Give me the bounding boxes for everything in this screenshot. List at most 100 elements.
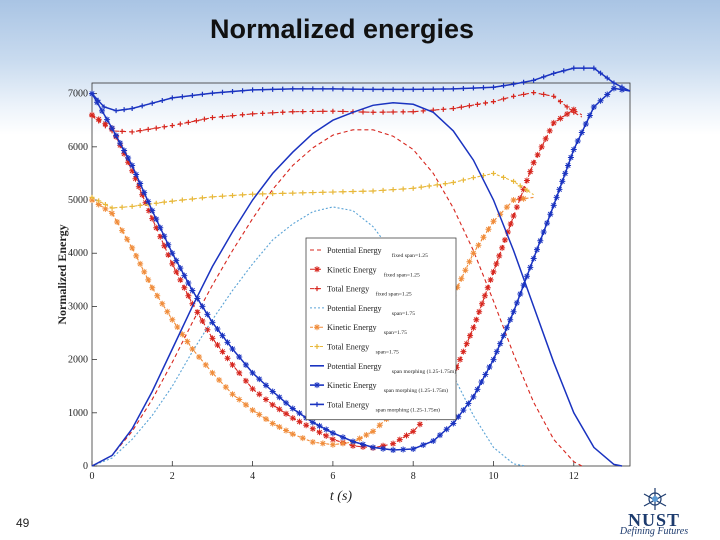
series-marker: [410, 185, 416, 191]
series-marker: [185, 280, 192, 287]
series-marker: [329, 441, 336, 448]
series-marker: [199, 318, 206, 325]
series-8: [89, 65, 631, 114]
logo-tagline: Defining Futures: [619, 526, 689, 537]
series-marker: [256, 376, 263, 383]
legend-item: Kinetic Energy span=1.75: [310, 323, 407, 336]
series-marker: [400, 446, 407, 453]
series-marker: [329, 430, 336, 437]
series-marker: [135, 183, 142, 190]
series-marker: [117, 140, 124, 147]
legend-box: [305, 237, 457, 421]
series-marker: [303, 422, 310, 429]
series-marker: [474, 101, 480, 107]
series-marker: [513, 204, 520, 211]
series-marker: [503, 324, 510, 331]
series-marker: [523, 177, 530, 184]
legend-label: Kinetic Energy: [327, 381, 378, 390]
series-marker: [574, 137, 581, 144]
series-marker: [443, 426, 450, 433]
series-marker: [300, 109, 306, 115]
series-marker: [236, 353, 243, 360]
series-marker: [214, 341, 221, 348]
series-marker: [121, 150, 128, 157]
series-marker: [290, 109, 296, 115]
series-marker: [380, 187, 386, 193]
series-marker: [194, 309, 201, 316]
series-marker: [463, 340, 470, 347]
series-marker: [493, 260, 500, 267]
series-marker: [330, 108, 336, 114]
legend-item: Potential Energy fixed span=1.25: [310, 246, 428, 259]
series-marker: [129, 167, 136, 174]
series-marker: [89, 91, 95, 97]
series-marker: [174, 324, 181, 331]
series-marker: [224, 339, 231, 346]
series-marker: [497, 340, 504, 347]
series-marker: [356, 435, 363, 442]
series-marker: [300, 190, 306, 196]
series-marker: [564, 104, 570, 110]
series-marker: [403, 432, 410, 439]
series-marker: [189, 93, 195, 99]
y-tick-label: 2000: [68, 355, 88, 366]
series-marker: [340, 189, 346, 195]
legend-item: Potential Energy span morphing (1.25-1.75…: [310, 362, 456, 375]
series-marker: [578, 129, 585, 136]
series-marker: [453, 364, 460, 371]
series-marker: [199, 195, 205, 201]
series-marker: [350, 86, 356, 92]
series-marker: [370, 188, 376, 194]
y-tick-label: 0: [83, 461, 88, 472]
series-marker: [380, 86, 386, 92]
series-marker: [129, 106, 135, 112]
series-marker: [450, 86, 456, 92]
y-axis-label: Normalized Energy: [55, 224, 69, 324]
series-6: [91, 101, 623, 467]
series-marker: [109, 205, 115, 211]
series-marker: [350, 189, 356, 195]
title-band: [0, 0, 720, 135]
series-marker: [157, 233, 164, 240]
series-marker: [527, 168, 534, 175]
legend-sublabel: span morphing (1.25-1.75m): [392, 368, 456, 375]
y-tick-label: 4000: [68, 248, 88, 259]
series-marker: [571, 109, 577, 115]
series-marker: [137, 202, 143, 208]
series-marker: [137, 260, 144, 267]
series-marker: [169, 260, 176, 267]
series-marker: [309, 439, 316, 446]
series-marker: [551, 93, 557, 99]
series-marker: [598, 70, 604, 76]
series-marker: [530, 255, 537, 262]
series-marker: [230, 89, 236, 95]
series-marker: [189, 196, 195, 202]
series-marker: [537, 237, 544, 244]
series-2: [89, 90, 583, 135]
series-marker: [482, 371, 489, 378]
series-marker: [597, 97, 604, 104]
series-marker: [179, 331, 186, 338]
series-marker: [159, 98, 165, 104]
series-marker: [510, 308, 517, 315]
series-marker: [390, 109, 396, 115]
series-marker: [229, 345, 236, 352]
series-marker: [173, 257, 180, 264]
series-line: [91, 92, 583, 133]
series-marker: [270, 86, 276, 92]
series-marker: [517, 183, 523, 189]
series-marker: [137, 180, 144, 187]
series-marker: [309, 419, 316, 426]
series-marker: [510, 197, 517, 204]
series-marker: [400, 86, 406, 92]
series-marker: [290, 190, 296, 196]
series-marker: [173, 268, 180, 275]
series-marker: [154, 292, 161, 299]
series-marker: [145, 207, 152, 214]
series-marker: [124, 236, 131, 243]
series-marker: [380, 445, 387, 452]
series-marker: [145, 198, 152, 205]
series-marker: [209, 335, 216, 342]
series-marker: [133, 171, 140, 178]
series-marker: [181, 272, 188, 279]
